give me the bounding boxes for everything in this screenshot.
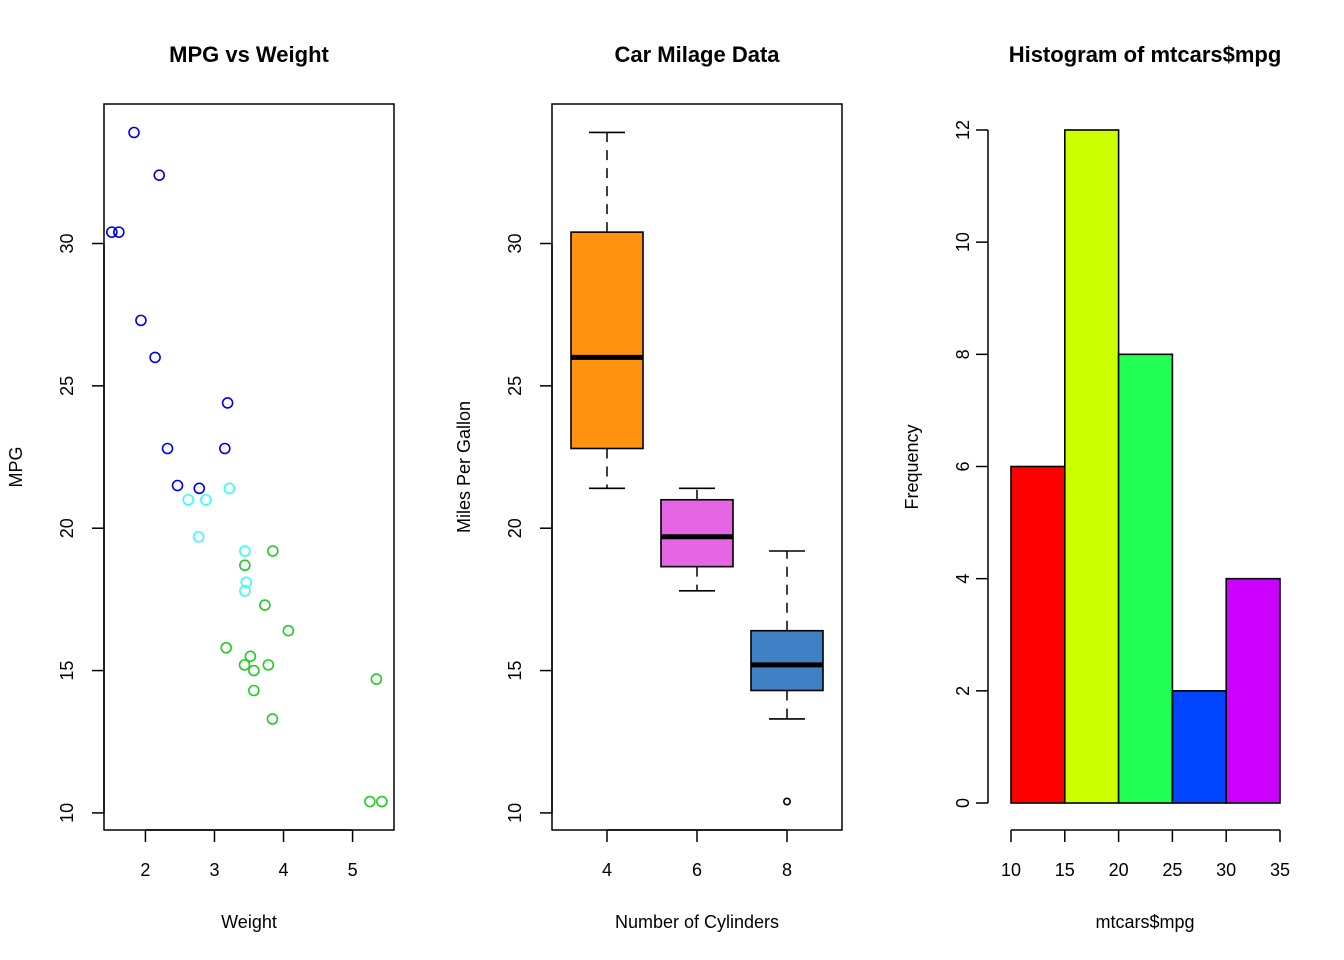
histogram-y-tick-label: 2 xyxy=(953,686,973,696)
histogram-y-tick-label: 10 xyxy=(953,232,973,252)
boxplot-x-tick-label: 6 xyxy=(692,860,702,880)
box-body xyxy=(750,629,824,692)
histogram-ylabel: Frequency xyxy=(902,424,922,509)
scatter-point xyxy=(376,795,388,808)
histogram-bar xyxy=(1171,690,1228,804)
scatter-y-tick-label: 15 xyxy=(57,661,77,681)
histogram-y-tick-label: 0 xyxy=(953,798,973,808)
histogram-title: Histogram of mtcars$mpg xyxy=(1009,42,1282,67)
boxplot-y-tick-label: 25 xyxy=(505,376,525,396)
histogram-panel: Histogram of mtcars$mpg mtcars$mpg Frequ… xyxy=(902,42,1290,932)
boxplot-y-tick-label: 30 xyxy=(505,233,525,253)
box-body xyxy=(570,231,644,450)
scatter-y-tick-label: 10 xyxy=(57,803,77,823)
scatter-x-tick-label: 4 xyxy=(279,860,289,880)
scatter-point xyxy=(219,442,231,455)
scatter-xlabel: Weight xyxy=(221,912,277,932)
histogram-bar xyxy=(1010,465,1066,804)
scatter-point xyxy=(192,530,205,543)
scatter-point xyxy=(239,585,251,597)
scatter-point xyxy=(135,314,147,327)
scatter-point xyxy=(244,650,257,663)
histogram-x-tick-label: 35 xyxy=(1270,860,1290,880)
histogram-y-tick-label: 12 xyxy=(953,120,973,140)
scatter-point xyxy=(266,713,279,725)
boxplot-xlabel: Number of Cylinders xyxy=(615,912,779,932)
scatter-point xyxy=(239,545,251,557)
scatter-point xyxy=(200,493,212,506)
scatter-point xyxy=(193,482,206,495)
histogram-x-tick-label: 15 xyxy=(1055,860,1075,880)
scatter-title: MPG vs Weight xyxy=(169,42,329,67)
box-body xyxy=(660,498,734,568)
scatter-point xyxy=(239,559,251,572)
boxplot-x-tick-label: 8 xyxy=(782,860,792,880)
scatter-point xyxy=(267,545,279,557)
scatter-point xyxy=(106,226,118,238)
scatter-point xyxy=(128,126,140,139)
scatter-x-tick-label: 5 xyxy=(348,860,358,880)
histogram-x-tick-label: 10 xyxy=(1001,860,1021,880)
scatter-point xyxy=(248,684,260,697)
histogram-bar xyxy=(1225,577,1281,804)
scatter-point xyxy=(223,482,236,495)
boxplot-y-tick-label: 20 xyxy=(505,518,525,538)
scatter-point xyxy=(113,226,125,238)
scatter-x-tick-label: 2 xyxy=(140,860,150,880)
histogram-bar xyxy=(1064,129,1120,804)
scatter-point xyxy=(248,664,260,677)
histogram-y-tick-label: 8 xyxy=(953,349,973,359)
boxplot-x-tick-label: 4 xyxy=(602,860,612,880)
boxplot-ylabel: Miles Per Gallon xyxy=(454,401,474,533)
scatter-y-tick-label: 25 xyxy=(57,376,77,396)
scatter-point xyxy=(238,659,251,671)
scatter-point xyxy=(240,576,253,589)
scatter-point xyxy=(153,169,166,181)
scatter-panel: MPG vs Weight Weight MPG 2 3 4 5 10 15 20 25 30 xyxy=(6,42,395,932)
scatter-point xyxy=(220,641,233,654)
boxplot-panel: Car Milage Data Number of Cylinders Mile… xyxy=(454,42,843,932)
boxplot-plot-box xyxy=(551,103,843,831)
scatter-point xyxy=(259,599,271,611)
scatter-x-tick-label: 3 xyxy=(209,860,219,880)
histogram-bar xyxy=(1117,353,1174,804)
histogram-x-tick-label: 25 xyxy=(1162,860,1182,880)
boxplot-title: Car Milage Data xyxy=(614,42,780,67)
histogram-xlabel: mtcars$mpg xyxy=(1095,912,1194,932)
scatter-point xyxy=(149,351,161,364)
scatter-point xyxy=(364,795,376,808)
scatter-point xyxy=(161,442,174,455)
scatter-point xyxy=(182,493,195,506)
boxplot-y-tick-label: 10 xyxy=(505,803,525,823)
boxplot-y-tick-label: 15 xyxy=(505,661,525,681)
scatter-y-tick-label: 30 xyxy=(57,233,77,253)
scatter-ylabel: MPG xyxy=(6,446,26,487)
scatter-point xyxy=(221,397,234,409)
histogram-y-tick-label: 4 xyxy=(953,574,973,584)
scatter-point xyxy=(370,673,383,685)
histogram-x-tick-label: 20 xyxy=(1109,860,1129,880)
scatter-plot-box xyxy=(103,103,395,831)
histogram-y-tick-label: 6 xyxy=(953,461,973,471)
scatter-point xyxy=(171,479,184,492)
histogram-x-tick-label: 30 xyxy=(1216,860,1236,880)
scatter-point xyxy=(262,659,275,671)
scatter-point xyxy=(282,624,295,637)
box-outlier xyxy=(782,797,791,806)
scatter-y-tick-label: 20 xyxy=(57,518,77,538)
